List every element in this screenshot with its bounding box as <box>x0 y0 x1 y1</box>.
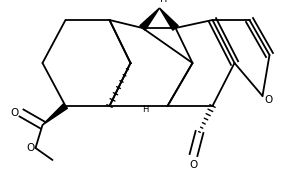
Text: O: O <box>10 108 19 118</box>
Polygon shape <box>160 8 178 30</box>
Text: O: O <box>26 143 35 153</box>
Text: H: H <box>160 0 167 4</box>
Polygon shape <box>140 8 160 30</box>
Text: H: H <box>142 105 149 115</box>
Polygon shape <box>42 104 68 125</box>
Text: O: O <box>189 160 198 169</box>
Text: O: O <box>265 95 273 105</box>
